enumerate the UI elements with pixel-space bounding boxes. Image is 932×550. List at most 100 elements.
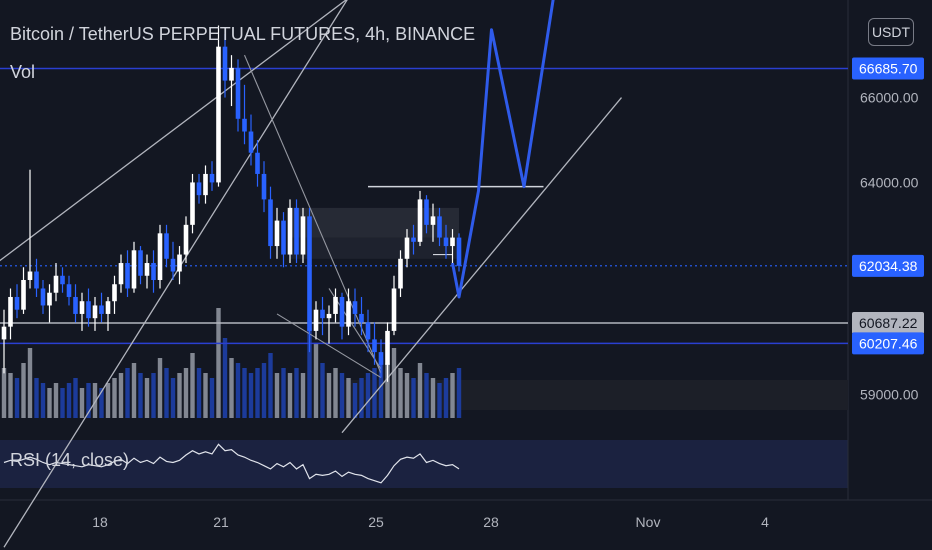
volume-bar [157,358,163,418]
volume-bar [79,388,85,418]
volume-bar [268,353,273,418]
candle-body [443,237,449,247]
candle-body [138,250,143,276]
volume-indicator-label[interactable]: Vol [10,62,36,82]
candle-body [274,220,280,247]
candle-body [27,271,33,280]
rsi-band [0,440,848,488]
volume-bar [281,368,286,418]
volume-bar [203,373,208,418]
volume-bar [339,373,345,418]
price-tag [852,311,924,334]
candle-body [404,237,410,259]
candle-body [313,309,319,331]
price-tag-label: 66685.70 [859,60,918,76]
volume-bar [151,373,156,418]
volume-bar [99,388,104,418]
volume-bar [352,383,358,418]
x-tick-label: 21 [213,514,229,530]
candle-body [216,46,221,183]
volume-bar [326,373,332,418]
volume-bar [177,373,182,418]
volume-bar [300,373,306,418]
candle-body [372,339,377,353]
middle-channel-line [3,0,348,548]
volume-bar [443,378,449,418]
volume-bar [125,368,130,418]
volume-bar [53,383,59,418]
volume-bar [320,363,325,418]
volume-bar [346,378,351,418]
volume-bar [92,383,98,418]
volume-bar [385,363,390,418]
candle-body [287,207,293,255]
candle-body [222,46,228,81]
candle-body [450,237,455,247]
candle-body [144,263,150,276]
volume-bar [235,363,241,418]
candle-body [294,207,299,255]
candle-body [300,216,306,255]
volume-bar [27,348,33,418]
volume-bar [73,378,78,418]
volume-bar [222,338,228,418]
price-tag [852,254,924,277]
candle-body [391,288,397,331]
volume-bar [86,383,91,418]
candle-body [40,288,46,306]
volume-bar [183,368,189,418]
projection-path [451,0,555,299]
volume-bar [404,373,410,418]
volume-bar [209,378,215,418]
candle-body [346,301,351,327]
volume-bar [359,378,364,418]
candle-body [14,296,20,310]
candle-body [437,216,442,238]
volume-bar [437,383,442,418]
wedge-bottom-line [276,313,382,379]
candle-body [151,263,156,280]
currency-selector-button[interactable]: USDT [868,18,914,46]
x-tick-label: Nov [636,514,661,530]
volume-bar [118,373,124,418]
rsi-indicator-label[interactable]: RSI (14, close) [10,450,130,470]
candle-body [209,173,215,183]
volume-bar [456,368,462,418]
volume-bar [248,373,254,418]
volume-bar [196,368,202,418]
candle-body [190,182,195,225]
x-tick-label: 18 [92,514,108,530]
candle-body [307,216,312,331]
volume-bar [417,363,423,418]
volume-bar [411,378,416,418]
candle-body [196,182,202,196]
y-tick-label: 66000.00 [860,90,919,106]
candle-body [203,173,208,196]
x-tick-label: 4 [761,514,769,530]
volume-bar [112,378,117,418]
candle-body [339,296,345,327]
candle-body [60,275,65,285]
volume-bar [287,373,293,418]
candle-body [385,330,390,365]
candle-body [118,263,124,285]
volume-bar [313,343,319,418]
candle-body [8,296,13,327]
candle-body [177,254,182,272]
price-tag-label: 60687.22 [859,315,918,331]
volume-bar [391,348,397,418]
candle-body [424,199,429,225]
candle-body [242,118,247,132]
candle-body [365,322,371,340]
volume-bar [378,358,384,418]
y-tick-label: 59000.00 [860,387,919,403]
upper-channel-line [0,0,347,262]
chart-title: Bitcoin / TetherUS PERPETUAL FUTURES, 4h… [10,24,476,44]
descending-trendline [243,54,382,374]
volume-bar [229,358,234,418]
candle-body [73,296,78,314]
candle-body [268,199,273,247]
candle-body [21,280,26,310]
volume-bar [8,373,13,418]
